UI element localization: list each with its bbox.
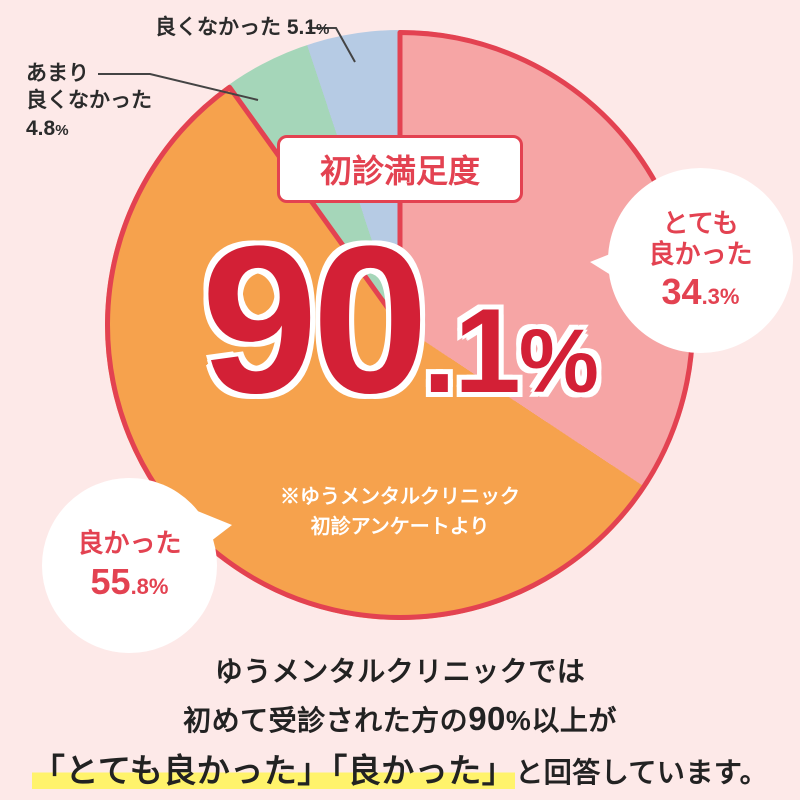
- bottom-caption: ゆうメンタルクリニックでは 初めて受診された方の90%以上が 「とても良かった」…: [0, 650, 800, 796]
- chart-title: 初診満足度: [277, 135, 523, 203]
- callout-very-good-dec: .3: [702, 284, 720, 309]
- source-line1: ※ゆうメンタルクリニック: [280, 486, 520, 508]
- callout-good: 良かった 55.8%: [42, 478, 217, 653]
- headline-pct: %: [519, 312, 599, 412]
- leader-not-good-label: 良くなかった: [155, 16, 281, 39]
- headline-percentage: 90.1%: [201, 215, 599, 425]
- leader-notvery-l2: 良くなかった: [26, 89, 152, 112]
- headline-int: 90: [201, 202, 423, 437]
- leader-not-good-pct: %: [316, 21, 329, 38]
- leader-not-good: 良くなかった 5.1%: [155, 14, 329, 41]
- callout-good-int: 55: [91, 561, 131, 602]
- source-note: ※ゆうメンタルクリニック 初診アンケートより: [280, 482, 520, 542]
- bottom-l2a: 初めて受診された方の: [183, 705, 468, 736]
- callout-very-good: とても 良かった 34.3%: [608, 168, 793, 353]
- headline-dec: .1: [423, 284, 519, 418]
- callout-good-pct: %: [149, 574, 169, 599]
- callout-very-good-l1: とても: [663, 208, 739, 239]
- bottom-l2c: %: [506, 705, 531, 736]
- bottom-l3a: 「とても良かった」「良かった」: [32, 752, 515, 789]
- bottom-l2b: 90: [468, 700, 506, 737]
- leader-not-good-int: 5.1: [287, 16, 316, 39]
- callout-very-good-l2: 良かった: [648, 239, 752, 270]
- bottom-l2d: 以上が: [531, 705, 617, 736]
- leader-notvery-pct: %: [55, 122, 68, 139]
- bottom-l3b: と回答しています。: [515, 757, 768, 788]
- leader-not-very-good: あまり 良くなかった 4.8%: [26, 60, 152, 142]
- callout-very-good-int: 34: [662, 271, 702, 312]
- leader-notvery-int: 4.8: [26, 117, 55, 140]
- callout-very-good-pct: %: [720, 284, 740, 309]
- source-line2: 初診アンケートより: [311, 516, 490, 538]
- leader-notvery-l1: あまり: [26, 62, 89, 85]
- callout-good-label: 良かった: [77, 528, 181, 559]
- callout-good-dec: .8: [131, 574, 149, 599]
- bottom-l1: ゆうメンタルクリニックでは: [215, 656, 586, 687]
